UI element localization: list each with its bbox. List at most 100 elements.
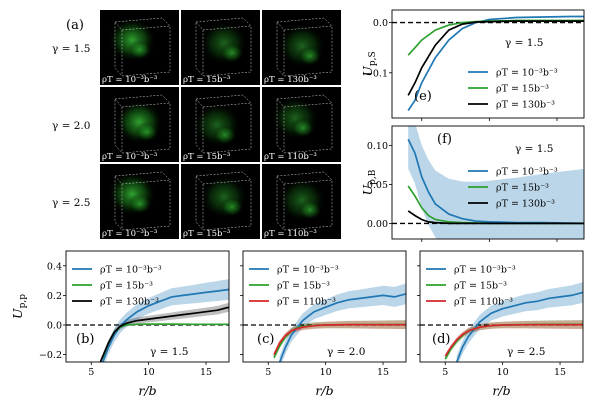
y-tick-label: 0.0 bbox=[47, 321, 62, 332]
legend-entry: ρT = 130b⁻³ bbox=[100, 297, 159, 308]
image-density-label: ρT = 15b⁻³ bbox=[183, 152, 230, 162]
series-line bbox=[99, 306, 229, 362]
dislocation-glow bbox=[128, 194, 152, 214]
dislocation-glow bbox=[298, 200, 322, 220]
gamma-annotation: γ = 1.5 bbox=[505, 37, 543, 49]
gamma-annotation: γ = 2.5 bbox=[507, 346, 545, 358]
plot-panel: 0.00 0.05 0.10 Up,B (f) γ = 1.5 ρT = 10⁻³b⁻³ ρT… bbox=[360, 125, 585, 242]
series-error-band bbox=[100, 302, 229, 362]
simulation-box-wireframe bbox=[276, 94, 333, 154]
y-tick-label: 0.05 bbox=[367, 180, 388, 191]
image-density-label: ρT = 110b⁻³ bbox=[264, 229, 317, 239]
legend-entry: ρT = 15b⁻³ bbox=[277, 281, 330, 292]
y-tick-label: 0.00 bbox=[367, 219, 388, 230]
series-line bbox=[407, 15, 584, 111]
simulation-box-wireframe bbox=[114, 17, 171, 77]
image-density-label: ρT = 110b⁻³ bbox=[264, 152, 317, 162]
panel-a-image-grid: (a) γ = 1.5 ρT = 10⁻³b⁻³ ρT = 15b⁻³ ρT = 130… bbox=[52, 10, 341, 239]
legend-entry: ρT = 10⁻³b⁻³ bbox=[100, 265, 162, 276]
panel-label: (c) bbox=[257, 332, 274, 347]
simulation-image: ρT = 110b⁻³ bbox=[262, 87, 341, 162]
legend-entry: ρT = 110b⁻³ bbox=[454, 297, 513, 308]
gamma-annotation: γ = 1.5 bbox=[150, 346, 188, 358]
image-density-label: ρT = 15b⁻³ bbox=[183, 229, 230, 239]
y-tick-label: 0.2 bbox=[47, 291, 62, 302]
axes-frame bbox=[391, 125, 585, 240]
simulation-image: ρT = 15b⁻³ bbox=[181, 164, 260, 239]
dislocation-glow bbox=[128, 40, 152, 60]
series-error-band bbox=[274, 320, 406, 358]
y-axis-label: Up,B bbox=[360, 169, 378, 195]
series-error-band bbox=[102, 279, 229, 362]
plot-area bbox=[66, 279, 229, 362]
dislocation-glow bbox=[291, 118, 315, 138]
legend-entry: ρT = 15b⁻³ bbox=[496, 84, 549, 95]
x-tick-label: 5 bbox=[442, 367, 448, 378]
x-tick-label: 5 bbox=[265, 367, 271, 378]
axes-frame bbox=[242, 250, 407, 363]
plot-area bbox=[392, 15, 584, 111]
x-tick-label: 15 bbox=[554, 367, 566, 378]
y-tick-label: −0.1 bbox=[365, 68, 388, 79]
x-tick-label: 5 bbox=[88, 367, 94, 378]
series-error-band bbox=[408, 126, 584, 239]
simulation-box-wireframe bbox=[276, 171, 333, 231]
x-tick-label: 10 bbox=[497, 367, 509, 378]
simulation-box-wireframe bbox=[276, 17, 333, 77]
series-line bbox=[407, 19, 584, 56]
y-tick-label: 0.10 bbox=[367, 141, 388, 152]
legend-entry: ρT = 10⁻³b⁻³ bbox=[454, 265, 516, 276]
legend-entry: ρT = 15b⁻³ bbox=[100, 281, 153, 292]
image-density-label: ρT = 10⁻³b⁻³ bbox=[102, 152, 157, 162]
gamma-annotation: γ = 2.0 bbox=[327, 346, 365, 358]
axes-frame bbox=[391, 9, 585, 119]
gamma-annotation: γ = 1.5 bbox=[515, 143, 553, 155]
plot-area bbox=[243, 283, 406, 362]
x-tick-label: 10 bbox=[320, 367, 332, 378]
plot-panel: −0.2 0.0 0.2 0.4 5 10 15 r/b Up,p (b) γ = 1.5 ρT = … bbox=[10, 250, 230, 398]
simulation-image: ρT = 10⁻³b⁻³ bbox=[100, 10, 179, 85]
dislocation-glow bbox=[220, 197, 244, 217]
simulation-image: ρT = 10⁻³b⁻³ bbox=[100, 87, 179, 162]
y-tick-label: 0.4 bbox=[47, 261, 62, 272]
gamma-row-label: γ = 1.5 bbox=[52, 43, 90, 55]
simulation-box-wireframe bbox=[195, 17, 252, 77]
y-tick-label: 0.0 bbox=[373, 18, 388, 29]
panel-label: (d) bbox=[432, 332, 450, 347]
legend-entry: ρT = 15b⁻³ bbox=[496, 183, 549, 194]
y-axis-label: Up,p bbox=[10, 294, 28, 319]
image-density-label: ρT = 130b⁻³ bbox=[264, 75, 317, 85]
image-density-label: ρT = 10⁻³b⁻³ bbox=[102, 75, 157, 85]
simulation-image: ρT = 110b⁻³ bbox=[262, 164, 341, 239]
simulation-box-wireframe bbox=[195, 94, 252, 154]
panel-label: (f) bbox=[437, 132, 452, 147]
legend-entry: ρT = 10⁻³b⁻³ bbox=[496, 68, 558, 79]
dislocation-glow bbox=[135, 122, 159, 142]
gamma-row-label: γ = 2.0 bbox=[52, 120, 90, 132]
y-tick-label: −0.2 bbox=[39, 350, 62, 361]
gamma-row-label: γ = 2.5 bbox=[52, 197, 90, 209]
panel-label: (e) bbox=[414, 89, 432, 104]
simulation-image: ρT = 10⁻³b⁻³ bbox=[100, 164, 179, 239]
legend-entry: ρT = 130b⁻³ bbox=[496, 199, 555, 210]
legend-entry: ρT = 15b⁻³ bbox=[454, 281, 507, 292]
series-error-band bbox=[445, 320, 583, 359]
plot-panel: 5 10 15 r/b (d) γ = 2.5 ρT = 10⁻³b⁻³ ρT = 15b⁻³… bbox=[417, 250, 584, 398]
dislocation-glow bbox=[220, 43, 244, 63]
series-line bbox=[407, 20, 584, 96]
panel-label-a: (a) bbox=[66, 18, 84, 33]
simulation-image: ρT = 15b⁻³ bbox=[181, 87, 260, 162]
legend-entry: ρT = 130b⁻³ bbox=[496, 100, 555, 111]
image-density-label: ρT = 10⁻³b⁻³ bbox=[102, 229, 157, 239]
simulation-box-wireframe bbox=[195, 171, 252, 231]
x-axis-label: r/b bbox=[138, 383, 156, 398]
y-axis-label: Up,S bbox=[360, 51, 378, 76]
simulation-image: ρT = 15b⁻³ bbox=[181, 10, 260, 85]
x-axis-label: r/b bbox=[315, 383, 333, 398]
plot-area bbox=[392, 126, 584, 239]
simulation-box-wireframe bbox=[114, 171, 171, 231]
legend-entry: ρT = 10⁻³b⁻³ bbox=[496, 167, 558, 178]
simulation-box-wireframe bbox=[114, 94, 171, 154]
x-tick-label: 10 bbox=[143, 367, 155, 378]
